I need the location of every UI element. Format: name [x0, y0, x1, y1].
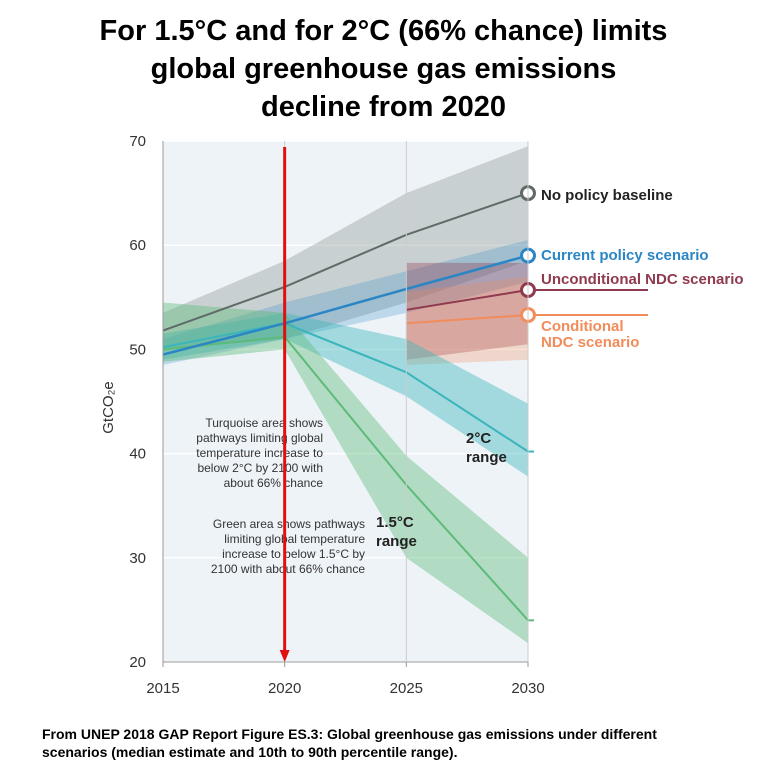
range-label-2c: 2°C [466, 430, 491, 447]
figure-caption: From UNEP 2018 GAP Report Figure ES.3: G… [42, 725, 762, 761]
page-title: For 1.5°C and for 2°C (66% chance) limit… [0, 12, 767, 126]
plot-background [163, 141, 528, 662]
band-conditional-ndc [406, 276, 528, 365]
annotation-15c-line-4: 2100 with about 66% chance [211, 562, 365, 576]
line-conditional-ndc [406, 314, 529, 325]
line-one-five-c [162, 335, 529, 621]
y-tick-label-20: 20 [129, 654, 146, 671]
x-tick-label-2030: 2030 [511, 680, 544, 697]
legend-label-no-policy: No policy baseline [541, 187, 673, 204]
legend-label-conditional-ndc-2: NDC scenario [541, 334, 639, 351]
title-line-1: For 1.5°C and for 2°C (66% chance) limit… [99, 15, 668, 47]
annotation-2c-line-4: below 2°C by 2100 with [197, 461, 323, 475]
annotation-2c-line-1: Turquoise area shows [205, 416, 323, 430]
band-one-five-c [163, 302, 528, 644]
line-no-policy [162, 192, 529, 332]
y-axis-label: GtCO₂e [100, 381, 117, 434]
y-tick-label-30: 30 [129, 550, 146, 567]
range-label-15c-range: range [376, 533, 417, 550]
annotation-15c-line-1: Green area shows pathways [213, 517, 365, 531]
band-two-c [163, 312, 528, 477]
annotation-15c-line-3: increase to below 1.5°C by [222, 547, 365, 561]
caption-line-1: From UNEP 2018 GAP Report Figure ES.3: G… [42, 726, 657, 742]
annotation-2c-line-5: about 66% chance [224, 476, 324, 490]
caption-line-2: scenarios (median estimate and 10th to 9… [42, 744, 458, 760]
band-current-policy [163, 240, 528, 365]
y-tick-label-50: 50 [129, 341, 146, 358]
legend-label-current-policy: Current policy scenario [541, 247, 709, 264]
title-line-2: global greenhouse gas emissions [150, 53, 617, 85]
line-unconditional-ndc [406, 289, 529, 311]
title-line-3: decline from 2020 [261, 91, 506, 123]
annotation-2c-line-3: temperature increase to [196, 446, 323, 460]
line-current-policy [162, 254, 529, 356]
annotation-2c-line-2: pathways limiting global [196, 431, 323, 445]
x-tick-label-2015: 2015 [146, 680, 179, 697]
x-tick-label-2025: 2025 [390, 680, 423, 697]
y-tick-label-70: 70 [129, 133, 146, 150]
line-two-c [162, 322, 529, 453]
range-label-2c-range: range [466, 449, 507, 466]
x-tick-label-2020: 2020 [268, 680, 301, 697]
range-label-15c: 1.5°C [376, 514, 414, 531]
y-tick-label-60: 60 [129, 237, 146, 254]
band-unconditional-ndc [406, 262, 528, 360]
y-tick-label-40: 40 [129, 446, 146, 463]
marker-arrow-head [279, 650, 290, 662]
legend-label-conditional-ndc-1: Conditional [541, 318, 624, 335]
legend-label-unconditional-ndc: Unconditional NDC scenario [541, 271, 744, 288]
annotation-15c-line-2: limiting global temperature [224, 532, 365, 546]
